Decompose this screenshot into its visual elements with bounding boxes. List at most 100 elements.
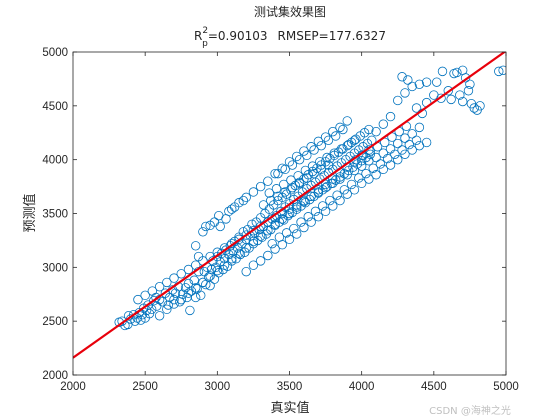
scatter-point xyxy=(378,164,389,175)
scatter-point xyxy=(397,72,407,82)
scatter-point xyxy=(498,65,506,75)
y-axis-ticks: 2000 2500 3000 3500 4000 4500 5000 xyxy=(42,47,506,382)
scatter-point xyxy=(364,156,374,166)
scatter-point xyxy=(258,200,269,210)
scatter-point xyxy=(343,139,354,150)
scatter-point xyxy=(315,157,325,167)
scatter-point xyxy=(238,195,249,206)
scatter-point xyxy=(255,256,266,266)
scatter-point xyxy=(306,217,316,227)
scatter-point xyxy=(289,223,299,234)
scatter-point xyxy=(339,185,350,195)
scatter-point xyxy=(279,179,289,190)
scatter-point xyxy=(393,95,403,106)
scatter-point xyxy=(323,135,334,145)
plot-region xyxy=(73,52,506,359)
x-tick-label: 3500 xyxy=(277,381,303,393)
scatter-point xyxy=(443,86,453,96)
x-axis-label: 真实值 xyxy=(270,400,309,416)
scatter-point xyxy=(320,179,331,190)
scatter-point xyxy=(300,165,311,176)
scatter-point xyxy=(286,175,296,185)
scatter-point xyxy=(270,219,280,229)
scatter-point xyxy=(378,148,389,158)
scatter-point xyxy=(356,161,367,171)
scatter-point xyxy=(263,250,273,261)
scatter-point xyxy=(227,254,237,264)
scatter-point xyxy=(190,260,201,270)
scatter-point xyxy=(241,230,251,240)
subtitle-rmsep: RMSEP=177.6327 xyxy=(278,29,386,43)
scatter-point xyxy=(198,227,208,237)
scatter-point xyxy=(214,210,224,221)
scatter-point xyxy=(364,174,374,184)
scatter-point xyxy=(169,273,179,283)
scatter-point xyxy=(255,221,266,232)
scatter-point xyxy=(281,228,292,238)
scatter-point xyxy=(263,176,273,186)
scatter-point xyxy=(296,217,306,227)
scatter-point xyxy=(306,191,316,201)
scatter-point xyxy=(176,294,186,305)
scatter-point xyxy=(371,126,381,137)
scatter-point xyxy=(248,226,259,236)
scatter-point xyxy=(157,297,168,307)
scatter-point xyxy=(432,77,442,87)
chart-subtitle: R2 p=0.90103 RMSEP=177.6327 xyxy=(194,26,386,49)
scatter-point xyxy=(277,214,287,224)
scatter-point xyxy=(241,243,251,253)
y-tick-label: 2500 xyxy=(42,316,68,328)
scatter-point xyxy=(147,286,158,296)
scatter-point xyxy=(263,226,273,236)
scatter-point xyxy=(322,152,332,163)
y-tick-label: 4500 xyxy=(42,101,68,113)
scatter-point xyxy=(446,94,456,105)
scatter-point xyxy=(349,185,360,195)
scatter-point xyxy=(196,290,206,301)
subtitle-r: R xyxy=(194,29,202,43)
x-tick-label: 2000 xyxy=(60,381,86,393)
scatter-point xyxy=(183,288,194,298)
scatter-point xyxy=(393,154,403,165)
scatter-point xyxy=(407,81,417,92)
scatter-point xyxy=(323,160,334,170)
scatter-point xyxy=(354,173,364,183)
scatter-point xyxy=(313,187,324,197)
scatter-point xyxy=(338,124,348,135)
subtitle-r-superscript: 2 xyxy=(202,26,208,36)
scatter-point xyxy=(316,164,326,175)
scatter-point xyxy=(212,265,223,276)
scatter-point xyxy=(247,219,257,229)
scatter-point xyxy=(465,79,475,90)
scatter-point xyxy=(248,236,259,247)
scatter-point xyxy=(469,103,479,113)
scatter-point xyxy=(241,192,251,203)
scatter-point xyxy=(335,174,345,184)
y-axis-label: 预测值 xyxy=(22,193,38,232)
scatter-point xyxy=(136,315,146,325)
scatter-point xyxy=(342,170,352,180)
scatter-point xyxy=(463,86,474,96)
scatter-point xyxy=(170,288,181,298)
scatter-point xyxy=(130,316,140,326)
scatter-point xyxy=(162,277,172,288)
scatter-point xyxy=(371,170,381,180)
scatter-point xyxy=(273,168,283,179)
scatter-point xyxy=(163,300,173,310)
scatter-point xyxy=(455,90,465,100)
scatter-point xyxy=(154,282,165,292)
scatter-point xyxy=(421,77,432,87)
x-tick-label: 3000 xyxy=(205,381,231,393)
scatter-point xyxy=(328,178,338,189)
scatter-point xyxy=(313,185,324,195)
scatter-point xyxy=(219,260,230,270)
scatter-point xyxy=(185,305,195,316)
y-tick-label: 5000 xyxy=(42,47,68,59)
scatter-point xyxy=(368,163,378,173)
scatter-point xyxy=(325,195,335,206)
scatter-point xyxy=(407,145,417,155)
scatter-point xyxy=(284,157,295,167)
scatter-point xyxy=(241,266,251,277)
scatter-point xyxy=(169,299,179,309)
